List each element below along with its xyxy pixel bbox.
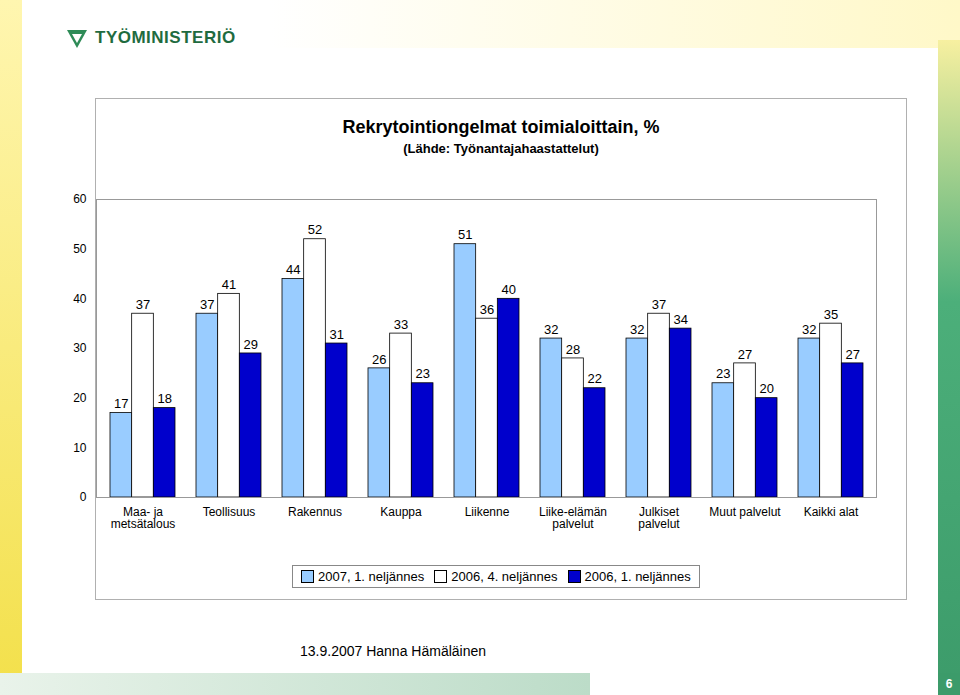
svg-text:Maa- jametsätalous: Maa- jametsätalous	[111, 505, 176, 531]
html-text:(Lähde: Työnantajahaastattelut: (Lähde: Työnantajahaastattelut)	[403, 141, 599, 156]
svg-text:20: 20	[759, 381, 773, 396]
svg-text:34: 34	[673, 312, 687, 327]
svg-text:Kaikki alat: Kaikki alat	[804, 505, 859, 519]
svg-text:Teollisuus: Teollisuus	[203, 505, 256, 519]
svg-text:28: 28	[566, 342, 580, 357]
html-text:2006, 1. neljännes: 2006, 1. neljännes	[584, 569, 691, 584]
svg-text:Muut palvelut: Muut palvelut	[709, 505, 781, 519]
svg-text:32: 32	[544, 322, 558, 337]
svg-text:40: 40	[73, 292, 87, 306]
html-text:6: 6	[945, 677, 953, 691]
svg-text:31: 31	[329, 327, 343, 342]
svg-text:37: 37	[200, 297, 214, 312]
svg-text:0: 0	[80, 490, 87, 504]
svg-text:52: 52	[308, 222, 322, 237]
svg-text:10: 10	[73, 441, 87, 455]
svg-text:60: 60	[73, 192, 87, 206]
svg-text:18: 18	[157, 391, 171, 406]
svg-text:32: 32	[630, 322, 644, 337]
svg-text:Liike-elämänpalvelut: Liike-elämänpalvelut	[539, 505, 607, 531]
svg-text:Kauppa: Kauppa	[380, 505, 422, 519]
svg-text:33: 33	[394, 317, 408, 332]
svg-text:26: 26	[372, 352, 386, 367]
svg-text:20: 20	[73, 391, 87, 405]
html-text:Rekrytointiongelmat toimialoit: Rekrytointiongelmat toimialoittain, %	[342, 117, 660, 137]
svg-text:32: 32	[802, 322, 816, 337]
svg-text:35: 35	[824, 307, 838, 322]
svg-text:36: 36	[480, 302, 494, 317]
svg-text:50: 50	[73, 242, 87, 256]
html-text:2007, 1. neljännes: 2007, 1. neljännes	[318, 569, 425, 584]
svg-text:Julkisetpalvelut: Julkisetpalvelut	[638, 505, 680, 531]
svg-text:17: 17	[114, 396, 128, 411]
html-text:2006, 4. neljännes: 2006, 4. neljännes	[451, 569, 558, 584]
svg-text:37: 37	[652, 297, 666, 312]
svg-text:41: 41	[222, 277, 236, 292]
svg-text:23: 23	[415, 366, 429, 381]
svg-text:Rakennus: Rakennus	[288, 505, 342, 519]
svg-text:27: 27	[845, 347, 859, 362]
html-text:TYÖMINISTERIÖ: TYÖMINISTERIÖ	[95, 28, 236, 47]
html-text:13.9.2007 Hanna Hämäläinen: 13.9.2007 Hanna Hämäläinen	[300, 643, 486, 659]
svg-text:44: 44	[286, 262, 300, 277]
svg-text:23: 23	[716, 366, 730, 381]
svg-text:40: 40	[501, 282, 515, 297]
svg-text:37: 37	[136, 297, 150, 312]
svg-text:Liikenne: Liikenne	[465, 505, 510, 519]
svg-text:27: 27	[738, 347, 752, 362]
svg-text:30: 30	[73, 341, 87, 355]
svg-text:22: 22	[587, 371, 601, 386]
svg-text:29: 29	[243, 337, 257, 352]
svg-text:51: 51	[458, 227, 472, 242]
